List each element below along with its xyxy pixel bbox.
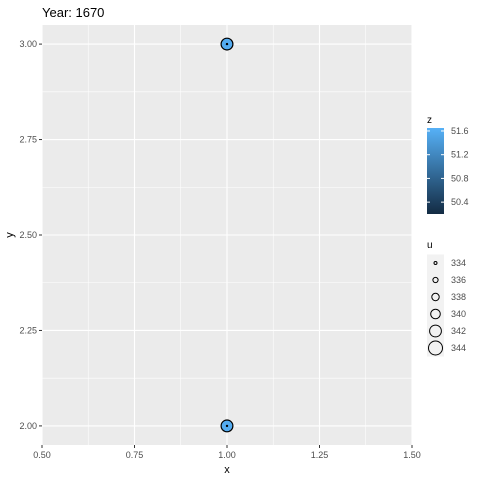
size-legend-key-bg (427, 288, 444, 306)
size-legend-key-bg (427, 271, 444, 289)
color-bar (427, 128, 444, 214)
y-tick-label: 2.00 (19, 421, 37, 431)
size-legend-label: 336 (451, 275, 466, 285)
color-legend-label: 51.6 (451, 126, 469, 136)
size-legend-label: 342 (451, 326, 466, 336)
size-legend-key-bg (427, 254, 444, 272)
y-axis-title: y (4, 232, 16, 238)
size-legend-keys: 334 336 338 340 342 344 (427, 254, 466, 357)
x-axis-title: x (224, 464, 230, 476)
y-axis-ticks: 2.00 2.25 2.50 2.75 3.00 (19, 39, 42, 431)
size-legend-key (431, 292, 440, 302)
y-tick-label: 2.75 (19, 135, 37, 145)
size-legend-key-bg (427, 305, 444, 323)
size-legend-key (429, 324, 442, 338)
x-tick-label: 0.75 (126, 450, 144, 460)
size-legend-label: 334 (451, 258, 466, 268)
size-legend: u 334 336 338 340 342 344 (427, 240, 466, 357)
size-legend-key-bg (427, 339, 444, 357)
x-tick-label: 1.25 (311, 450, 329, 460)
color-legend-title: z (427, 115, 432, 126)
data-point-center (225, 42, 229, 46)
chart-title: Year: 1670 (42, 5, 104, 20)
size-legend-key (432, 276, 439, 284)
x-axis-ticks: 0.50 0.75 1.00 1.25 1.50 (33, 445, 421, 460)
data-points (220, 37, 234, 433)
y-tick-label: 3.00 (19, 39, 37, 49)
color-legend-label: 50.8 (451, 173, 469, 183)
color-legend-label: 50.4 (451, 197, 469, 207)
data-point-center (225, 424, 229, 428)
size-legend-key (433, 261, 438, 265)
size-legend-title: u (427, 240, 433, 251)
color-legend-ticks: 51.6 51.2 50.8 50.4 (427, 126, 469, 207)
x-tick-label: 1.50 (403, 450, 421, 460)
y-tick-label: 2.50 (19, 230, 37, 240)
color-legend: z 51.6 51.2 50.8 50.4 (427, 115, 469, 214)
size-legend-label: 338 (451, 292, 466, 302)
size-legend-label: 344 (451, 343, 466, 353)
size-legend-key (430, 308, 441, 320)
size-legend-label: 340 (451, 309, 466, 319)
size-legend-key (428, 340, 443, 356)
x-tick-label: 0.50 (33, 450, 51, 460)
color-legend-label: 51.2 (451, 150, 469, 160)
y-tick-label: 2.25 (19, 325, 37, 335)
x-tick-label: 1.00 (218, 450, 236, 460)
